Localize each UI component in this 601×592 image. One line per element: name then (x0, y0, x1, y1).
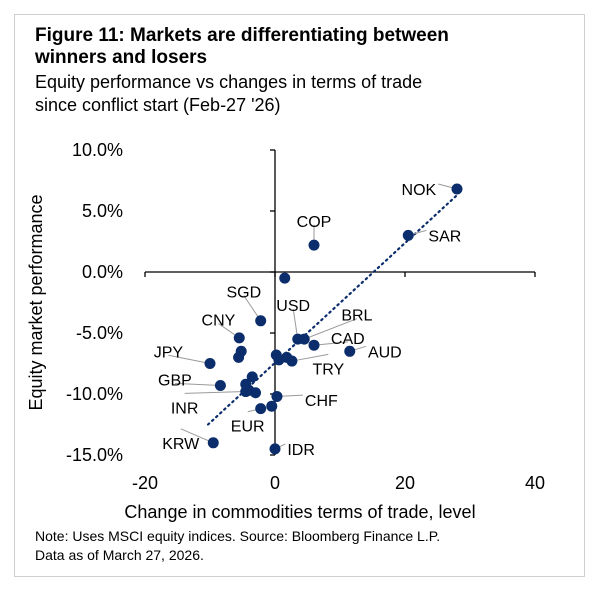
data-label-brl: BRL (341, 308, 372, 325)
y-axis-title: Equity market performance (26, 194, 46, 410)
figure-title: Figure 11: Markets are differentiating b… (35, 25, 575, 69)
data-label-eur: EUR (231, 419, 265, 436)
data-point-sar (402, 229, 414, 241)
data-point (233, 351, 245, 363)
data-point-krw (207, 437, 219, 449)
data-label-gbp: GBP (158, 372, 192, 389)
data-point-eur (255, 403, 267, 415)
x-tick-label: 0 (270, 473, 280, 493)
figure-frame: Figure 11: Markets are differentiating b… (14, 14, 585, 577)
leader-line (304, 318, 358, 340)
data-point-cad (308, 339, 320, 351)
data-label-cny: CNY (202, 313, 236, 330)
data-label-idr: IDR (287, 442, 315, 459)
data-label-krw: KRW (162, 436, 200, 453)
leader-line (184, 391, 246, 394)
data-point (273, 354, 285, 366)
figure-note: Note: Uses MSCI equity indices. Source: … (35, 527, 575, 565)
data-point (246, 371, 258, 383)
note-line-1: Note: Uses MSCI equity indices. Source: … (35, 528, 441, 544)
leader-line (291, 353, 329, 362)
data-point (279, 272, 291, 284)
title-line-2: winners and losers (35, 47, 208, 68)
title-line-1: Figure 11: Markets are differentiating b… (35, 25, 449, 46)
leader-line (313, 341, 348, 346)
data-label-sgd: SGD (226, 285, 261, 302)
data-label-jpy: JPY (154, 344, 184, 361)
y-tick-label: 10.0% (72, 140, 123, 160)
data-label-inr: INR (171, 400, 199, 417)
y-tick-label: -5.0% (76, 323, 123, 343)
data-point-nok (451, 183, 463, 195)
x-tick-label: -20 (132, 473, 158, 493)
data-label-sar: SAR (428, 228, 461, 245)
subtitle-line-1: Equity performance vs changes in terms o… (35, 72, 423, 92)
data-point-jpy (204, 358, 216, 369)
figure-subtitle: Equity performance vs changes in terms o… (35, 71, 575, 117)
data-point (250, 387, 261, 399)
y-tick-label: -10.0% (66, 384, 123, 404)
leader-line (168, 354, 211, 364)
data-point-sgd (255, 315, 267, 327)
x-tick-label: 40 (525, 473, 545, 493)
data-point-gbp (214, 379, 226, 391)
data-point (266, 400, 278, 412)
y-tick-label: 0.0% (82, 262, 123, 282)
leader-line (174, 382, 221, 386)
data-label-aud: AUD (368, 344, 402, 361)
data-label-usd: USD (276, 298, 310, 315)
data-label-cad: CAD (331, 331, 365, 348)
data-label-cop: COP (297, 214, 332, 231)
data-point-brl (298, 333, 310, 345)
data-point-cop (308, 239, 320, 251)
data-label-chf: CHF (305, 393, 338, 410)
x-tick-label: 20 (395, 473, 415, 493)
subtitle-line-2: since conflict start (Feb-27 '26) (35, 95, 281, 115)
data-point-aud (344, 345, 356, 357)
y-tick-label: -15.0% (66, 445, 123, 465)
data-label-try: TRY (312, 361, 344, 378)
x-axis-title: Change in commodities terms of trade, le… (124, 502, 475, 522)
data-point-chf (271, 390, 283, 402)
y-tick-label: 5.0% (82, 201, 123, 221)
note-line-2: Data as of March 27, 2026. (35, 547, 204, 563)
data-point-idr (269, 443, 281, 455)
leader-line (180, 428, 214, 444)
data-point-cny (233, 332, 245, 344)
data-point-try (286, 355, 298, 367)
data-label-nok: NOK (402, 182, 437, 199)
data-point-inr (240, 386, 252, 398)
